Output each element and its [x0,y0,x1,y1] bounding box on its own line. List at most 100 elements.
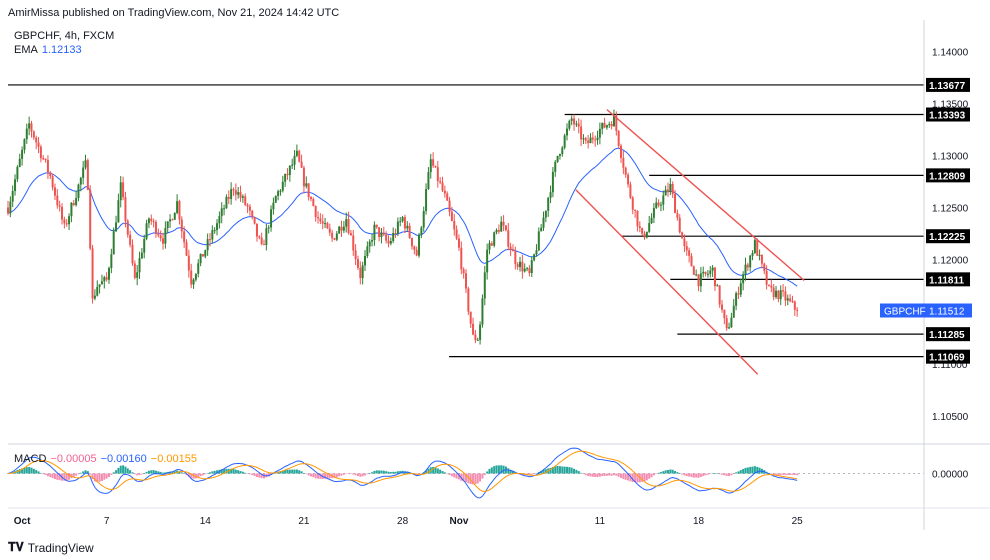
macd-hist-bar [288,469,291,474]
candle-body [490,243,493,246]
macd-hist-bar [511,470,514,474]
macd-hist-bar [197,473,200,478]
candle [594,135,597,147]
macd-hist-bar [103,473,106,480]
level-tag [926,229,970,244]
candle [201,253,204,257]
macd-hist-bar [63,473,66,481]
footer-brand[interactable]: TradingView [27,540,94,555]
macd-hist-bar [206,473,209,474]
candle [248,204,251,216]
candle [340,220,343,237]
candle [744,257,747,281]
candle-body [117,200,120,223]
candle [784,286,787,306]
candle-body [373,224,376,241]
ema-value: 1.12133 [41,44,82,56]
macd-hist-bar [589,473,592,477]
candle [119,176,122,208]
candle [16,165,19,183]
macd-hist-bar [565,466,568,474]
macd-hist-bar [154,470,157,474]
candle-body [523,268,526,272]
candle [25,123,28,144]
tradingview-logo-icon[interactable]: 𝐓𝐕 [8,540,24,554]
candle-body [472,323,475,335]
candle [666,182,669,197]
candle-body [387,240,390,244]
candle [154,219,157,238]
candle [319,213,322,225]
candle-body [396,221,399,234]
macd-legend: MACD −0.00005 −0.00160 −0.00155 [14,453,197,465]
candle-body [535,250,538,255]
candle-body [568,120,571,129]
macd-hist-bar [147,470,150,474]
macd-hist-bar [683,473,686,476]
macd-hist-bar [382,470,385,474]
macd-hist-bar [796,473,799,476]
candle-body [507,230,510,247]
candle-body [493,232,496,246]
macd-hist-bar [352,473,355,475]
candle-body [361,265,364,279]
macd-hist-bar [21,468,24,474]
candle-body [782,290,785,292]
candle-body [126,220,129,235]
macd-hist-bar [28,466,31,474]
candle-body [779,290,782,300]
macd-hist-bar [460,473,463,481]
candle-body [359,267,362,279]
candle [293,150,296,171]
candle-body [49,172,52,177]
macd-hist-bar [25,467,28,474]
candle [333,237,336,241]
macd-hist-bar [286,469,289,474]
candle [107,266,110,284]
macd-hist-bar [281,470,284,474]
candle-body [14,179,17,191]
candle-body [629,184,632,198]
signal-line [7,450,798,493]
candle-body [699,273,702,287]
candle-body [16,166,19,180]
candle-body [760,254,763,264]
macd-hist-bar [105,473,108,479]
candle [37,137,40,154]
macd-hist-bar [338,473,341,477]
macd-hist-bar [143,473,146,474]
candle-body [9,201,12,214]
candle-body [704,271,707,274]
candle-body [44,158,47,161]
candle [725,314,728,331]
candle [298,149,301,163]
candle-body [620,145,623,159]
macd-hist-bar [486,471,489,474]
candle [605,124,608,130]
y-tick-label: 1.11000 [932,360,968,371]
candle-body [295,150,298,156]
macd-hist-bar [615,473,618,476]
candle-body [392,233,395,242]
macd-hist-bar [500,465,503,474]
candle [760,254,763,269]
macd-hist-bar [655,473,658,475]
channel-line [575,189,759,375]
candle-body [93,295,96,299]
macd-hist-bar [561,466,564,474]
candle-body [540,227,543,232]
candle-body [18,158,21,167]
candle-body [197,263,200,274]
candle-body [558,154,561,156]
candle-body [103,277,106,282]
macd-hist-bar [587,473,590,477]
macd-hist-bar [580,472,583,474]
macd-hist-bar [392,471,395,474]
macd-hist-bar [122,465,125,474]
macd-hist-bar [563,466,566,474]
candle-body [157,233,160,236]
candle [479,321,482,345]
candle-body [166,221,169,228]
macd-hist-bar [709,473,712,475]
